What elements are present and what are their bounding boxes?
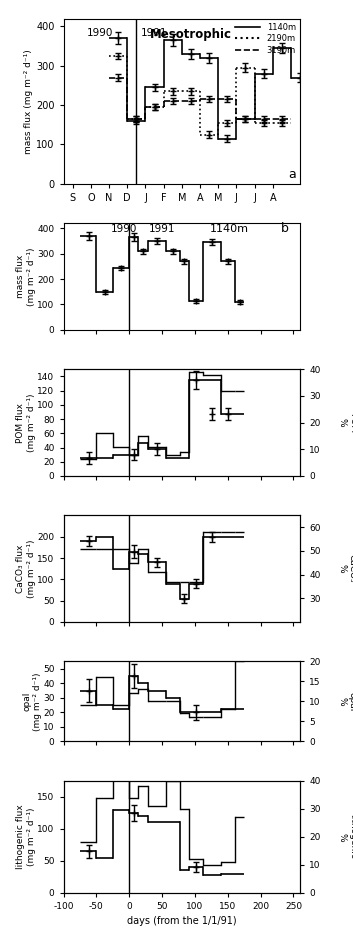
Text: Mesotrophic: Mesotrophic xyxy=(150,29,232,42)
Y-axis label: lithogenic flux
(mg m⁻² d⁻¹): lithogenic flux (mg m⁻² d⁻¹) xyxy=(17,804,36,870)
Legend: 1140m, 2190m, 3190m: 1140m, 2190m, 3190m xyxy=(235,22,296,55)
Y-axis label: POM
%: POM % xyxy=(337,413,353,432)
Y-axis label: opal
(mg m⁻² d⁻¹): opal (mg m⁻² d⁻¹) xyxy=(22,672,42,731)
Y-axis label: opal
%: opal % xyxy=(337,692,353,711)
Y-axis label: mass flux
(mg m⁻² d⁻¹): mass flux (mg m⁻² d⁻¹) xyxy=(17,247,36,306)
Text: 1990: 1990 xyxy=(87,29,113,38)
Y-axis label: CaCO₃
%: CaCO₃ % xyxy=(337,554,353,583)
Text: 1991: 1991 xyxy=(141,29,168,38)
Text: 1990: 1990 xyxy=(111,224,137,233)
Y-axis label: POM flux
(mg m⁻² d⁻¹): POM flux (mg m⁻² d⁻¹) xyxy=(17,393,36,452)
Text: 1991: 1991 xyxy=(149,224,175,233)
Y-axis label: CaCO₃ flux
(mg m⁻² d⁻¹): CaCO₃ flux (mg m⁻² d⁻¹) xyxy=(17,539,36,598)
Y-axis label: lithogenic
%: lithogenic % xyxy=(337,815,353,859)
X-axis label: days (from the 1/1/91): days (from the 1/1/91) xyxy=(127,916,237,926)
Y-axis label: mass flux (mg m⁻² d⁻¹): mass flux (mg m⁻² d⁻¹) xyxy=(24,49,33,153)
Text: 1140m: 1140m xyxy=(210,224,249,233)
Text: a: a xyxy=(289,168,297,181)
Text: b: b xyxy=(281,222,289,234)
